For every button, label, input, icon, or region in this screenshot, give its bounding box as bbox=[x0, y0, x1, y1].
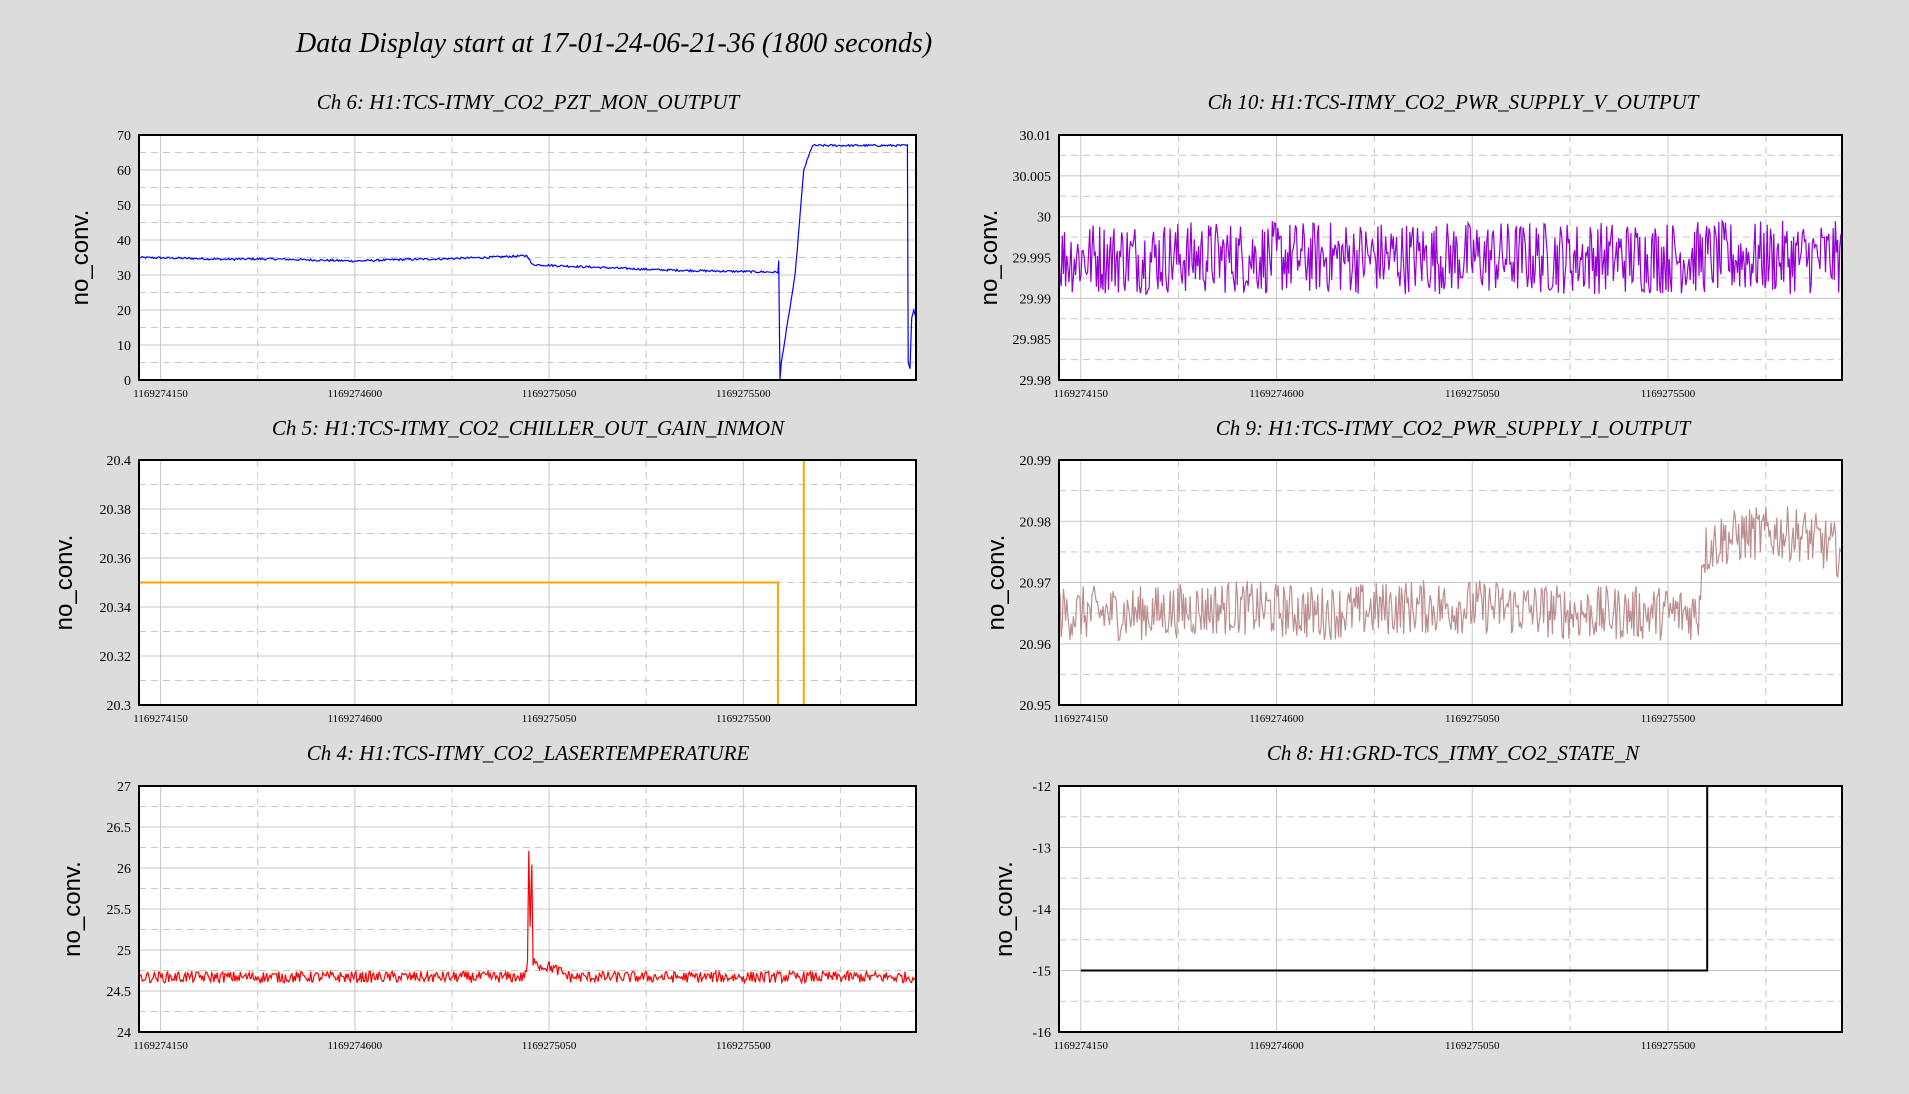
y-tick-label: 30 bbox=[117, 269, 131, 284]
y-tick-label: 29.98 bbox=[1020, 374, 1052, 389]
data-series-line bbox=[1058, 506, 1843, 642]
x-tick-label: 1169274150 bbox=[133, 1040, 188, 1052]
y-tick-label: -12 bbox=[1032, 780, 1051, 795]
data-series-line bbox=[138, 850, 917, 985]
chart-title: Ch 9: H1:TCS-ITMY_CO2_PWR_SUPPLY_I_OUTPU… bbox=[1215, 416, 1691, 440]
x-tick-label: 1169275050 bbox=[1445, 388, 1500, 400]
x-tick-label: 1169274600 bbox=[1249, 1040, 1304, 1052]
y-tick-label: -13 bbox=[1032, 842, 1051, 857]
y-tick-label: -14 bbox=[1032, 903, 1051, 918]
y-tick-label: 26.5 bbox=[107, 821, 132, 836]
y-tick-label: 25.5 bbox=[107, 903, 132, 918]
plot-frame bbox=[138, 459, 917, 706]
y-tick-label: 20.34 bbox=[100, 601, 132, 616]
plot-frame bbox=[1058, 459, 1843, 706]
x-tick-label: 1169275500 bbox=[716, 713, 771, 725]
plot-frame bbox=[1058, 134, 1843, 381]
chart-title: Ch 6: H1:TCS-ITMY_CO2_PZT_MON_OUTPUT bbox=[316, 90, 740, 114]
x-tick-label: 1169274150 bbox=[1053, 713, 1108, 725]
y-tick-label: 27 bbox=[117, 780, 131, 795]
y-tick-label: 29.995 bbox=[1013, 252, 1052, 267]
y-tick-label: 20.96 bbox=[1020, 638, 1052, 653]
y-axis-label: no_conv. bbox=[51, 535, 78, 631]
x-tick-label: 1169275500 bbox=[716, 388, 771, 400]
x-tick-label: 1169274600 bbox=[328, 713, 383, 725]
x-tick-label: 1169275050 bbox=[522, 1040, 577, 1052]
plot-frame bbox=[1058, 785, 1843, 1033]
y-tick-label: 26 bbox=[117, 862, 131, 877]
plot-frame bbox=[138, 785, 917, 1033]
y-tick-label: 30.005 bbox=[1013, 170, 1052, 185]
x-tick-label: 1169275500 bbox=[1641, 388, 1696, 400]
y-tick-label: 20 bbox=[117, 304, 131, 319]
x-tick-label: 1169274600 bbox=[328, 1040, 383, 1052]
y-tick-label: -16 bbox=[1032, 1026, 1051, 1041]
y-tick-label: 30.01 bbox=[1020, 129, 1052, 144]
x-tick-label: 1169275050 bbox=[522, 388, 577, 400]
plot-frame bbox=[138, 134, 917, 381]
y-tick-label: 24.5 bbox=[107, 985, 132, 1000]
y-tick-label: 70 bbox=[117, 129, 131, 144]
y-tick-label: 20.3 bbox=[107, 699, 132, 714]
y-tick-label: 20.38 bbox=[100, 503, 132, 518]
y-tick-label: 10 bbox=[117, 339, 131, 354]
y-axis-label: no_conv. bbox=[991, 861, 1018, 957]
data-series-line bbox=[1058, 218, 1843, 296]
chart-title: Ch 10: H1:TCS-ITMY_CO2_PWR_SUPPLY_V_OUTP… bbox=[1207, 90, 1699, 114]
x-tick-label: 1169274600 bbox=[1249, 388, 1304, 400]
y-tick-label: 0 bbox=[124, 374, 131, 389]
y-axis-label: no_conv. bbox=[59, 861, 86, 957]
data-series-line bbox=[139, 460, 805, 706]
y-tick-label: 24 bbox=[117, 1026, 131, 1041]
y-tick-label: 20.98 bbox=[1020, 515, 1052, 530]
chart-title: Ch 8: H1:GRD-TCS_ITMY_CO2_STATE_N bbox=[1266, 741, 1640, 765]
y-tick-label: 20.36 bbox=[100, 552, 132, 567]
y-tick-label: 29.99 bbox=[1020, 292, 1052, 307]
data-series-line bbox=[138, 143, 917, 380]
y-tick-label: 29.985 bbox=[1013, 333, 1052, 348]
chart-title: Ch 4: H1:TCS-ITMY_CO2_LASERTEMPERATURE bbox=[306, 741, 750, 765]
y-axis-label: no_conv. bbox=[976, 210, 1003, 306]
x-tick-label: 1169275500 bbox=[1641, 1040, 1696, 1052]
y-tick-label: 60 bbox=[117, 164, 131, 179]
chart-title: Ch 5: H1:TCS-ITMY_CO2_CHILLER_OUT_GAIN_I… bbox=[271, 416, 785, 440]
x-tick-label: 1169275050 bbox=[522, 713, 577, 725]
data-series-line bbox=[1080, 786, 1709, 972]
y-tick-label: 40 bbox=[117, 234, 131, 249]
x-tick-label: 1169275050 bbox=[1445, 713, 1500, 725]
y-tick-label: 20.32 bbox=[100, 650, 132, 665]
x-tick-label: 1169275050 bbox=[1445, 1040, 1500, 1052]
y-tick-label: 50 bbox=[117, 199, 131, 214]
y-tick-label: 30 bbox=[1037, 211, 1051, 226]
y-tick-label: -15 bbox=[1032, 965, 1051, 980]
y-tick-label: 25 bbox=[117, 944, 131, 959]
x-tick-label: 1169274150 bbox=[133, 713, 188, 725]
display-title: Data Display start at 17-01-24-06-21-36 … bbox=[296, 28, 933, 59]
x-tick-label: 1169274150 bbox=[133, 388, 188, 400]
y-axis-label: no_conv. bbox=[67, 210, 94, 306]
y-tick-label: 20.95 bbox=[1020, 699, 1052, 714]
x-tick-label: 1169274150 bbox=[1053, 388, 1108, 400]
x-tick-label: 1169275500 bbox=[716, 1040, 771, 1052]
y-tick-label: 20.97 bbox=[1020, 577, 1052, 592]
x-tick-label: 1169274600 bbox=[1249, 713, 1304, 725]
x-tick-label: 1169274600 bbox=[328, 388, 383, 400]
x-tick-label: 1169274150 bbox=[1053, 1040, 1108, 1052]
y-tick-label: 20.4 bbox=[107, 454, 132, 469]
x-tick-label: 1169275500 bbox=[1641, 713, 1696, 725]
y-axis-label: no_conv. bbox=[983, 535, 1010, 631]
y-tick-label: 20.99 bbox=[1020, 454, 1052, 469]
